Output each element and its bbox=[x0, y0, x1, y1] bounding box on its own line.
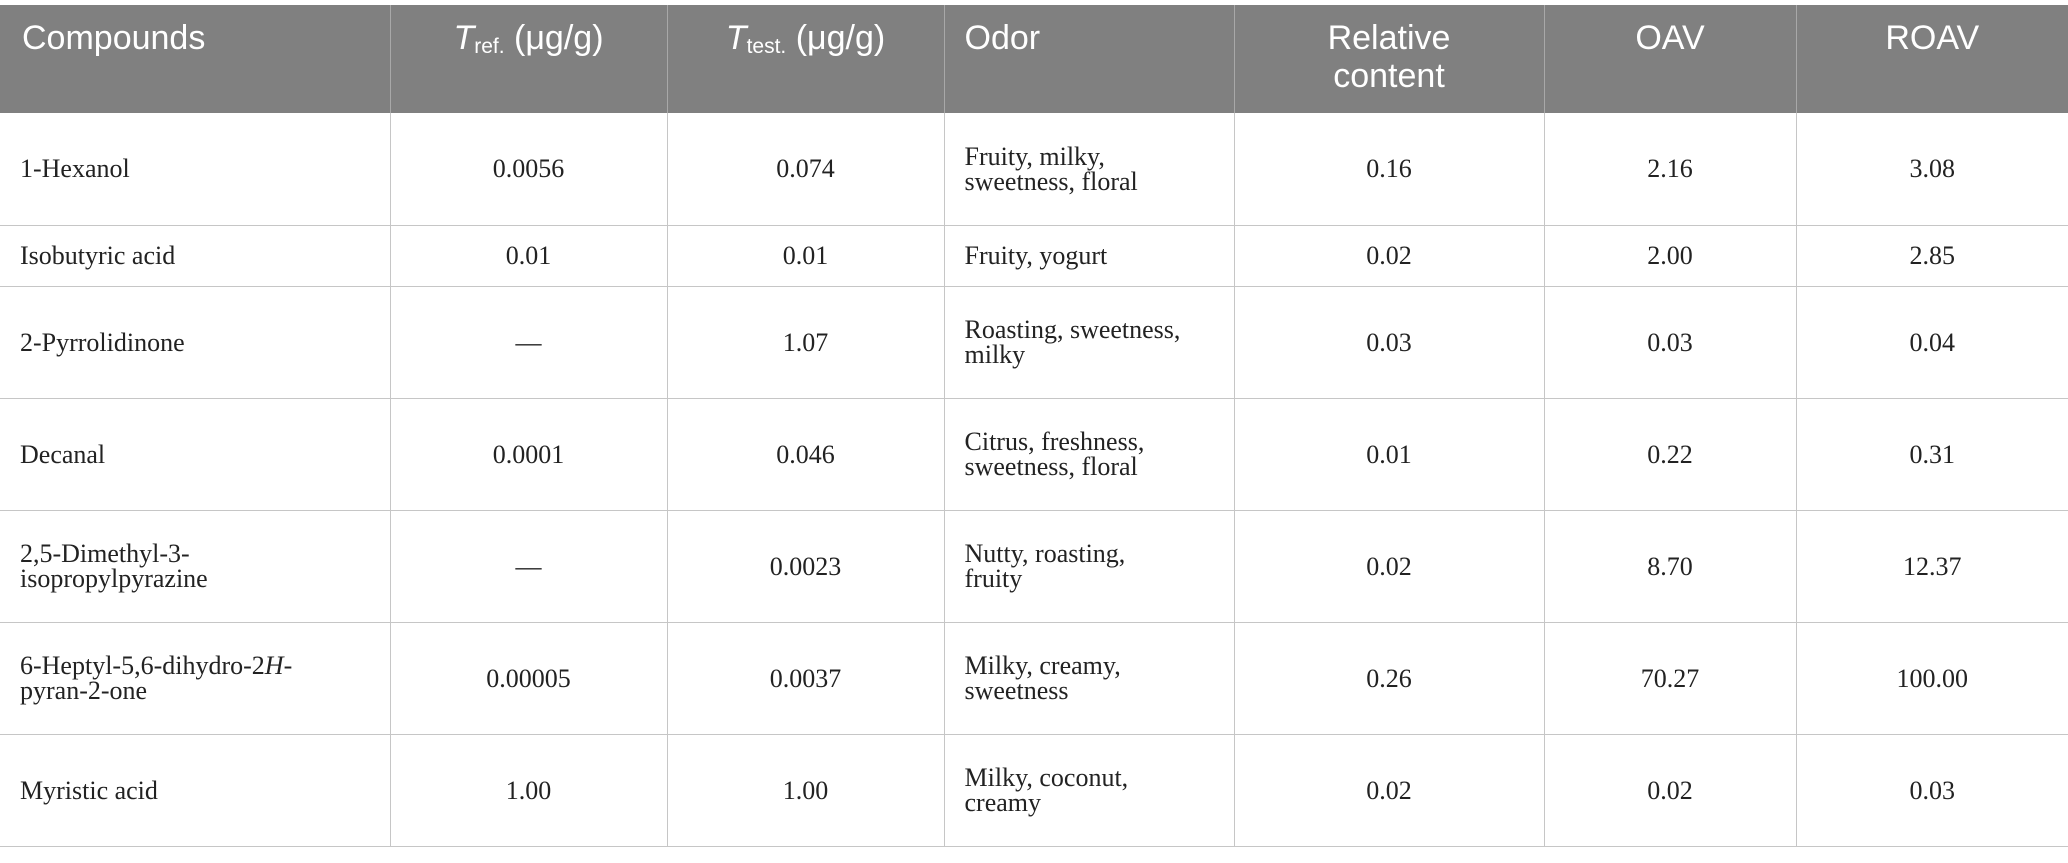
header-t-test: Ttest. (μg/g) bbox=[666, 5, 944, 113]
header-odor-label: Odor bbox=[964, 19, 1041, 57]
cell-odor-line2: fruity bbox=[964, 564, 1023, 593]
cell-compound: Myristic acid bbox=[0, 734, 390, 847]
cell-compound-line2: pyran-2-one bbox=[20, 676, 148, 705]
cell-t-test: 1.00 bbox=[666, 734, 944, 847]
table-row: 6-Heptyl-5,6-dihydro-2H- pyran-2-one 0.00… bbox=[0, 622, 2068, 735]
cell-roav: 2.85 bbox=[1795, 225, 2068, 287]
table-body: 1-Hexanol 0.0056 0.074 Fruity, milky, swe… bbox=[0, 113, 2068, 847]
cell-odor-line1: Milky, coconut, bbox=[964, 763, 1129, 792]
cell-compound-line2: isopropylpyrazine bbox=[20, 564, 208, 593]
cell-oav: 2.00 bbox=[1543, 225, 1796, 287]
cell-odor-line2: milky bbox=[964, 340, 1026, 369]
cell-compound: Isobutyric acid bbox=[0, 225, 390, 287]
table-row: 1-Hexanol 0.0056 0.074 Fruity, milky, swe… bbox=[0, 113, 2068, 226]
cell-t-ref: 0.00005 bbox=[389, 622, 667, 735]
cell-t-test: 0.046 bbox=[666, 398, 944, 511]
cell-relative-content: 0.26 bbox=[1233, 622, 1544, 735]
header-compounds: Compounds bbox=[0, 5, 390, 113]
table-header: Compounds Tref. (μg/g) Ttest. (μg/g) Odo… bbox=[0, 5, 2068, 113]
header-t-ref-unit: (μg/g) bbox=[504, 19, 604, 57]
cell-odor-line1: Fruity, yogurt bbox=[964, 241, 1108, 270]
cell-compound-hyphen: - bbox=[283, 651, 293, 680]
cell-roav: 0.04 bbox=[1795, 286, 2068, 399]
header-t-ref-subscript: ref. bbox=[474, 35, 505, 58]
header-odor: Odor bbox=[943, 5, 1234, 113]
cell-relative-content: 0.02 bbox=[1233, 225, 1544, 287]
cell-oav: 0.22 bbox=[1543, 398, 1796, 511]
header-t-ref-symbol: T bbox=[453, 19, 475, 57]
header-t-test-unit: (μg/g) bbox=[786, 19, 886, 57]
header-row: Compounds Tref. (μg/g) Ttest. (μg/g) Odo… bbox=[0, 5, 2068, 113]
table-row: 2-Pyrrolidinone — 1.07 Roasting, sweetne… bbox=[0, 286, 2068, 399]
header-relative-content-line1: Relative bbox=[1327, 19, 1451, 57]
cell-compound-italic-h: H bbox=[264, 651, 284, 680]
header-t-test-subscript: test. bbox=[746, 35, 787, 58]
cell-roav: 12.37 bbox=[1795, 510, 2068, 623]
odor-compounds-table: Compounds Tref. (μg/g) Ttest. (μg/g) Odo… bbox=[0, 5, 2068, 847]
cell-odor: Nutty, roasting, fruity bbox=[943, 510, 1234, 623]
cell-t-test: 0.01 bbox=[666, 225, 944, 287]
header-roav-label: ROAV bbox=[1885, 19, 1980, 57]
cell-t-test: 1.07 bbox=[666, 286, 944, 399]
cell-relative-content: 0.03 bbox=[1233, 286, 1544, 399]
cell-compound: 2-Pyrrolidinone bbox=[0, 286, 390, 399]
cell-t-ref: — bbox=[389, 286, 667, 399]
cell-odor-line2: sweetness, floral bbox=[964, 452, 1138, 481]
cell-odor: Milky, creamy, sweetness bbox=[943, 622, 1234, 735]
cell-roav: 3.08 bbox=[1795, 113, 2068, 226]
cell-relative-content: 0.02 bbox=[1233, 510, 1544, 623]
odor-compounds-table-wrapper: Compounds Tref. (μg/g) Ttest. (μg/g) Odo… bbox=[0, 5, 2068, 847]
cell-odor: Milky, coconut, creamy bbox=[943, 734, 1234, 847]
header-roav: ROAV bbox=[1795, 5, 2068, 113]
header-oav-label: OAV bbox=[1635, 19, 1705, 57]
cell-relative-content: 0.02 bbox=[1233, 734, 1544, 847]
cell-t-ref: 0.0001 bbox=[389, 398, 667, 511]
table-row: Isobutyric acid 0.01 0.01 Fruity, yogurt… bbox=[0, 225, 2068, 287]
cell-odor-line2: creamy bbox=[964, 788, 1042, 817]
cell-t-ref: 0.0056 bbox=[389, 113, 667, 226]
header-relative-content-line2: content bbox=[1333, 57, 1445, 95]
cell-roav: 0.31 bbox=[1795, 398, 2068, 511]
table-row: Myristic acid 1.00 1.00 Milky, coconut, c… bbox=[0, 734, 2068, 847]
cell-oav: 0.02 bbox=[1543, 734, 1796, 847]
cell-compound: 2,5-Dimethyl-3- isopropylpyrazine bbox=[0, 510, 390, 623]
table-row: Decanal 0.0001 0.046 Citrus, freshness, s… bbox=[0, 398, 2068, 511]
cell-odor-line2: sweetness bbox=[964, 676, 1069, 705]
cell-odor-line1: Nutty, roasting, bbox=[964, 539, 1126, 568]
cell-t-test: 0.0023 bbox=[666, 510, 944, 623]
cell-odor-line2: sweetness, floral bbox=[964, 166, 1138, 196]
table-row: 2,5-Dimethyl-3- isopropylpyrazine — 0.002… bbox=[0, 510, 2068, 623]
cell-odor: Citrus, freshness, sweetness, floral bbox=[943, 398, 1234, 511]
header-oav: OAV bbox=[1543, 5, 1796, 113]
cell-odor: Fruity, milky, sweetness, floral bbox=[943, 113, 1234, 226]
cell-oav: 8.70 bbox=[1543, 510, 1796, 623]
header-t-test-symbol: T bbox=[725, 19, 747, 57]
header-t-ref: Tref. (μg/g) bbox=[389, 5, 667, 113]
cell-t-test: 0.074 bbox=[666, 113, 944, 226]
cell-roav: 0.03 bbox=[1795, 734, 2068, 847]
cell-compound: Decanal bbox=[0, 398, 390, 511]
cell-relative-content: 0.01 bbox=[1233, 398, 1544, 511]
cell-compound-line1: 2,5-Dimethyl-3- bbox=[20, 539, 190, 568]
cell-t-ref: — bbox=[389, 510, 667, 623]
cell-odor: Fruity, yogurt bbox=[943, 225, 1234, 287]
cell-t-ref: 0.01 bbox=[389, 225, 667, 287]
header-compounds-label: Compounds bbox=[22, 19, 206, 57]
cell-t-test: 0.0037 bbox=[666, 622, 944, 735]
cell-compound: 6-Heptyl-5,6-dihydro-2H- pyran-2-one bbox=[0, 622, 390, 735]
cell-odor-line1: Fruity, milky, bbox=[964, 141, 1105, 171]
cell-odor-line1: Citrus, freshness, bbox=[964, 427, 1145, 456]
header-relative-content: Relative content bbox=[1233, 5, 1544, 113]
cell-compound-line1: 6-Heptyl-5,6-dihydro-2 bbox=[20, 651, 265, 680]
cell-relative-content: 0.16 bbox=[1233, 113, 1544, 226]
cell-roav: 100.00 bbox=[1795, 622, 2068, 735]
cell-odor-line1: Milky, creamy, bbox=[964, 651, 1121, 680]
cell-odor: Roasting, sweetness, milky bbox=[943, 286, 1234, 399]
cell-oav: 70.27 bbox=[1543, 622, 1796, 735]
cell-t-ref: 1.00 bbox=[389, 734, 667, 847]
cell-odor-line1: Roasting, sweetness, bbox=[964, 315, 1181, 344]
cell-oav: 2.16 bbox=[1543, 113, 1796, 226]
cell-oav: 0.03 bbox=[1543, 286, 1796, 399]
cell-compound: 1-Hexanol bbox=[0, 113, 390, 226]
